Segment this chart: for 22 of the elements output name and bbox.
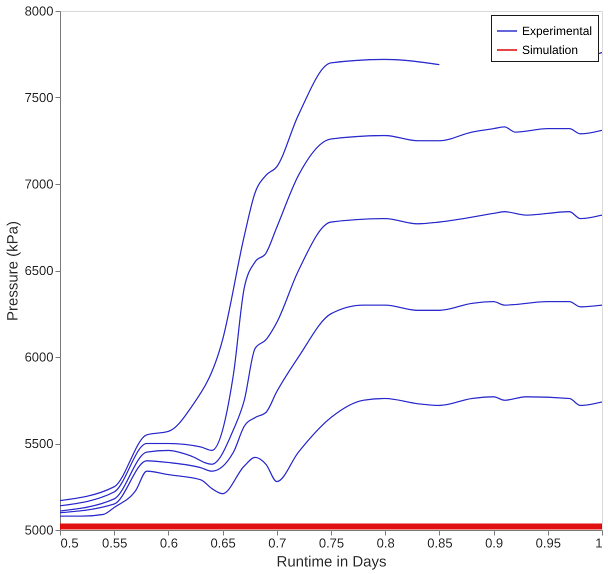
x-tick-label: 0.9	[485, 536, 504, 550]
x-tick-label: 0.5	[60, 536, 79, 550]
y-tick-label: 7000	[24, 176, 54, 192]
x-tick-label: 0.8	[376, 536, 395, 550]
legend-label: Simulation	[522, 43, 578, 57]
x-axis-title: Runtime in Days	[276, 554, 387, 570]
x-tick-label: 0.65	[210, 536, 236, 550]
x-tick-label: 0.55	[102, 536, 128, 550]
x-tick-label: 0.95	[536, 536, 561, 550]
x-tick-label: 0.7	[268, 536, 286, 550]
y-tick-label: 5000	[24, 522, 54, 538]
y-axis-title: Pressure (kPa)	[4, 220, 22, 322]
y-tick-label: 6500	[24, 263, 54, 278]
y-tick-label: 7500	[24, 90, 54, 105]
y-tick-label: 5500	[24, 436, 54, 451]
y-tick-label: 8000	[24, 4, 54, 18]
legend-label: Experimental	[522, 24, 592, 38]
x-tick-label: 0.85	[427, 536, 453, 550]
x-tick-label: 0.75	[318, 536, 344, 550]
y-tick-label: 6000	[24, 350, 54, 364]
x-tick-label: 0.6	[160, 536, 178, 550]
x-tick-label: 1	[595, 536, 602, 550]
